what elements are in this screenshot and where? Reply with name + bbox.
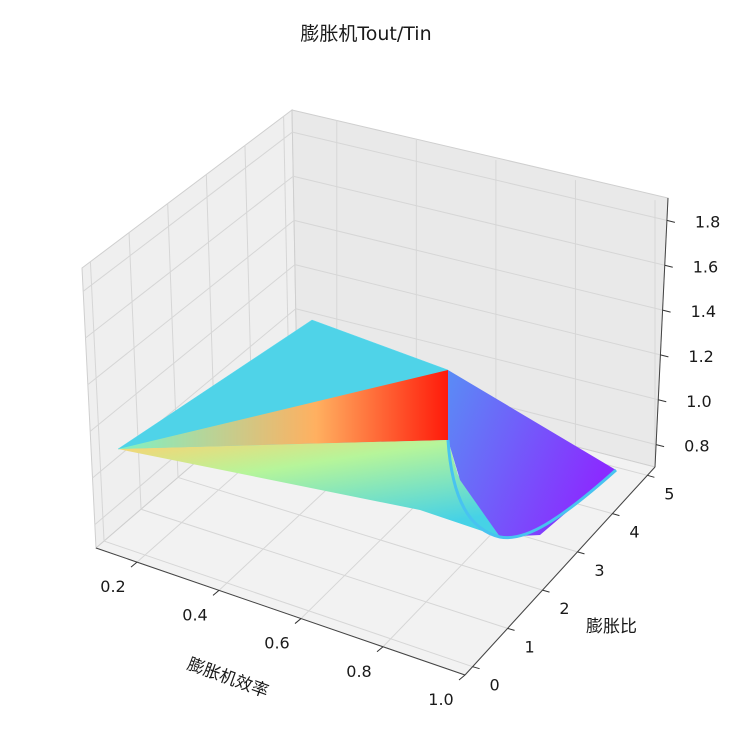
y-tick-label: 4 [629, 523, 639, 542]
y-tick-mark [577, 551, 585, 555]
z-tick-mark [664, 264, 673, 268]
z-tick-label: 1.6 [693, 257, 718, 276]
x-tick-mark [212, 589, 220, 596]
x-tick-label: 0.4 [182, 605, 207, 624]
z-axis-ticks: 0.8 1.0 1.2 1.4 1.6 1.8 [655, 212, 720, 456]
y-tick-label: 3 [594, 561, 604, 580]
y-tick-mark [507, 627, 515, 631]
z-tick-mark [655, 444, 665, 448]
z-gridline [293, 219, 663, 311]
surface-lower-left-face [118, 440, 500, 537]
y-gridline [140, 508, 508, 629]
z-tick-mark [660, 354, 669, 358]
y-gridline [177, 476, 543, 591]
x-tick-mark [458, 674, 466, 681]
y-tick-mark [472, 666, 480, 670]
z-tick-label: 0.8 [684, 437, 709, 456]
y-tick-mark [542, 589, 550, 593]
z-tick-mark [658, 399, 667, 403]
z-wall-gridline [89, 264, 296, 432]
z-tick-label: 1.0 [686, 392, 711, 411]
z-axis-line [654, 197, 669, 468]
y-tick-label: 0 [490, 676, 500, 695]
chart-title: 膨胀机Tout/Tin [300, 23, 431, 45]
surface-trough-curve [446, 439, 617, 540]
x-tick-label: 1.0 [428, 690, 453, 709]
surface-right-face [448, 370, 616, 537]
z-tick-label: 1.2 [688, 347, 713, 366]
y-wall-gridline [89, 261, 105, 542]
z-tick-mark [662, 309, 671, 313]
y-tick-mark [647, 474, 655, 478]
y-gridline [103, 540, 473, 668]
x-axis-label: 膨胀机效率 [184, 654, 271, 702]
z-tick-label: 1.8 [695, 212, 720, 231]
z-tick-mark [666, 219, 676, 223]
x-tick-label: 0.2 [100, 577, 125, 596]
y-axis-ticks: 0 1 2 3 4 5 [472, 474, 674, 695]
surface-red-ridge-face [118, 370, 448, 449]
x-tick-label: 0.6 [264, 634, 289, 653]
z-tick-label: 1.4 [691, 302, 716, 321]
y-tick-label: 5 [664, 484, 674, 503]
z-wall-gridline [87, 220, 295, 386]
z-wall-gridline [85, 175, 294, 339]
x-axis-ticks: 0.2 0.4 0.6 0.8 1.0 [100, 561, 466, 709]
x-axis-line [95, 547, 466, 676]
y-axis-label: 膨胀比 [586, 617, 637, 637]
y-tick-label: 1 [524, 637, 534, 656]
z-gridline [293, 175, 665, 266]
y-tick-mark [612, 513, 620, 517]
z-gridline [294, 264, 661, 356]
y-tick-label: 2 [559, 599, 569, 618]
y-wall-gridline [128, 232, 142, 510]
surface-plot [117, 319, 617, 540]
x-tick-label: 0.8 [346, 662, 371, 681]
x-tick-mark [376, 646, 384, 653]
x-tick-mark [294, 618, 302, 624]
z-gridline [292, 131, 668, 221]
z-wall-gridline [82, 131, 293, 292]
y-axis-line [464, 466, 656, 676]
x-tick-mark [130, 561, 138, 568]
z-gridline [295, 308, 659, 401]
